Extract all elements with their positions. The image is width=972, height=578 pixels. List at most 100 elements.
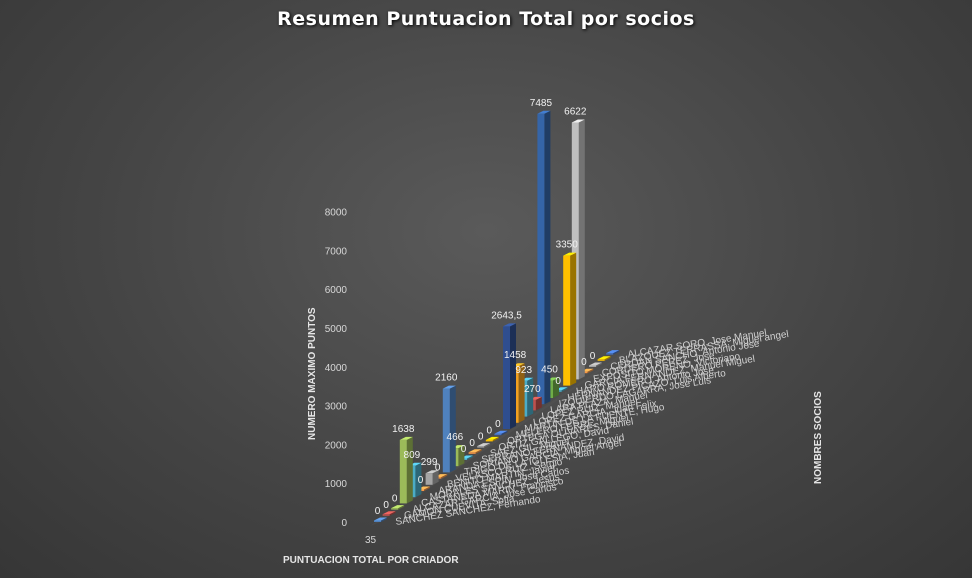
bar-side <box>441 474 448 479</box>
data-label: 2643,5 <box>491 310 522 321</box>
bar-front <box>537 113 545 405</box>
data-label: 809 <box>404 450 421 461</box>
bar <box>425 470 439 485</box>
bar-side <box>475 449 482 454</box>
bar <box>399 436 413 504</box>
data-label: 0 <box>469 438 475 449</box>
data-label: 0 <box>375 506 381 517</box>
bar-top <box>589 362 602 366</box>
bar-front <box>468 452 476 454</box>
data-label: 6622 <box>564 106 587 117</box>
y-axis-ticks: 0 1000 2000 3000 4000 5000 6000 7000 8000 <box>325 208 348 529</box>
y-tick-label: 5000 <box>325 324 348 335</box>
bar-front <box>425 473 433 485</box>
data-label: 0 <box>487 425 493 436</box>
bar-top <box>494 430 508 434</box>
data-label: 0 <box>478 432 484 443</box>
bar <box>494 430 508 436</box>
bar-side <box>424 486 430 491</box>
bar <box>606 350 620 355</box>
z-axis-title: NOMBRES SOCIOS <box>813 391 824 484</box>
data-label: 1458 <box>504 350 527 361</box>
bar-top <box>537 110 551 114</box>
data-label: 0 <box>590 351 596 362</box>
y-tick-label: 2000 <box>325 440 348 451</box>
bar-top <box>374 517 387 521</box>
bar-side <box>398 505 405 510</box>
data-label: 0 <box>581 357 587 368</box>
y-tick-label: 8000 <box>325 208 348 219</box>
bar-side <box>535 396 542 411</box>
bar <box>503 323 516 429</box>
data-label: 3350 <box>556 240 579 251</box>
bar-top <box>597 356 611 360</box>
bar <box>374 517 387 522</box>
bar-top <box>477 443 491 447</box>
y-tick-label: 0 <box>341 518 347 529</box>
bar-front <box>485 439 493 442</box>
bar-front <box>606 353 614 355</box>
bar-top <box>391 505 405 509</box>
data-label: 0 <box>555 376 561 387</box>
bar-front <box>477 446 485 448</box>
front-axis-label: 35 <box>365 535 377 546</box>
bar-front <box>503 326 510 429</box>
bar-side <box>492 436 499 442</box>
data-label: 0 <box>461 444 467 455</box>
bar-top <box>382 511 396 515</box>
y-tick-label: 6000 <box>325 285 348 296</box>
bar-front <box>494 433 502 436</box>
data-label: 0 <box>435 463 441 474</box>
bar-side <box>544 110 551 405</box>
data-label: 0 <box>495 419 501 430</box>
data-label: 299 <box>421 457 438 468</box>
data-label: 270 <box>524 384 541 395</box>
bar-top <box>468 449 482 453</box>
bar-side <box>578 119 585 380</box>
bar <box>442 385 456 473</box>
data-label: 466 <box>447 432 464 443</box>
bar-top <box>425 470 439 474</box>
bar-side <box>587 368 594 374</box>
bar-front <box>399 439 407 504</box>
bar-top <box>485 436 499 440</box>
bar-top <box>563 252 577 256</box>
bar <box>589 362 602 367</box>
data-label: 0 <box>392 494 398 505</box>
bar-front <box>571 122 579 380</box>
bar-top <box>606 350 620 354</box>
bar <box>382 511 396 516</box>
bar-side <box>527 377 534 417</box>
bar-side <box>484 443 491 448</box>
bar-front <box>442 388 450 473</box>
bar-front <box>597 359 605 361</box>
data-label: 7485 <box>530 98 553 109</box>
bar <box>468 449 482 454</box>
bar <box>537 110 551 405</box>
bar-side <box>449 385 456 473</box>
bar-side <box>510 323 516 429</box>
bar-front <box>382 514 390 516</box>
bar <box>477 443 491 448</box>
bar-side <box>501 430 508 436</box>
bar <box>391 505 405 510</box>
bar <box>597 356 611 361</box>
bar-side <box>553 377 559 398</box>
bar-side <box>613 350 620 355</box>
y-tick-label: 7000 <box>325 246 348 257</box>
bar <box>485 436 499 442</box>
y-axis-title: NUMERO MAXIMO PUNTOS <box>307 307 318 440</box>
y-tick-label: 4000 <box>325 363 348 374</box>
bar-side <box>561 387 568 392</box>
bar-side <box>467 455 473 460</box>
bar-top <box>442 385 456 389</box>
bar-side <box>604 356 611 361</box>
bar-front <box>374 520 381 522</box>
bar-top <box>503 323 516 327</box>
bar-side <box>415 462 422 498</box>
data-label: 2160 <box>435 373 458 384</box>
chart-bars <box>374 110 620 522</box>
bar-front <box>589 365 596 367</box>
data-labels: 0001638809029902160466000002643,51458923… <box>375 98 596 517</box>
